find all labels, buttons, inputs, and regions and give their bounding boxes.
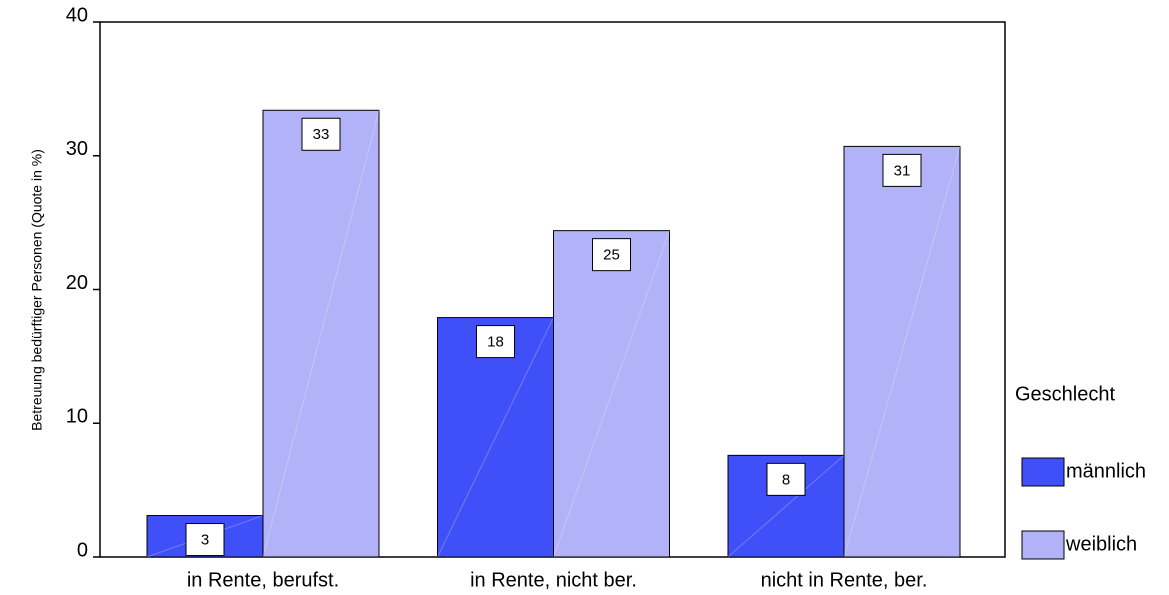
value-label-box	[766, 462, 806, 496]
value-label: 33	[313, 126, 330, 143]
value-label: 25	[603, 247, 620, 264]
bar-sheen	[262, 110, 380, 558]
value-label: 8	[782, 471, 790, 488]
bar-sheen	[437, 317, 554, 558]
bar-sheen	[727, 454, 845, 558]
legend-swatch	[1021, 457, 1065, 487]
legend-swatch	[1021, 530, 1065, 560]
x-tick-label: in Rente, nicht ber.	[470, 569, 637, 591]
value-label-box	[882, 153, 922, 187]
y-tick-label: 20	[66, 272, 88, 294]
value-label: 18	[487, 334, 504, 351]
value-label-box	[592, 238, 631, 272]
value-label-box	[301, 117, 341, 151]
value-label: 3	[201, 532, 209, 549]
y-tick-label: 10	[66, 406, 88, 428]
y-tick-label: 40	[66, 4, 88, 26]
value-label-box	[185, 523, 225, 557]
y-tick-label: 30	[66, 138, 88, 160]
legend-label: weiblich	[1065, 533, 1137, 555]
legend-label: männlich	[1066, 460, 1146, 482]
y-axis-label: Betreuung bedürftiger Personen (Quote in…	[29, 149, 45, 431]
x-tick-label: nicht in Rente, ber.	[761, 569, 928, 591]
bar	[843, 145, 961, 558]
value-label: 31	[894, 162, 911, 179]
bar	[553, 230, 670, 558]
x-tick-label: in Rente, berufst.	[187, 569, 339, 591]
y-tick-label: 0	[77, 539, 88, 561]
bar-sheen	[553, 230, 670, 558]
bar	[262, 109, 380, 558]
legend-title: Geschlecht	[1015, 383, 1115, 405]
value-label-box	[476, 325, 515, 359]
bar-sheen	[843, 146, 961, 558]
